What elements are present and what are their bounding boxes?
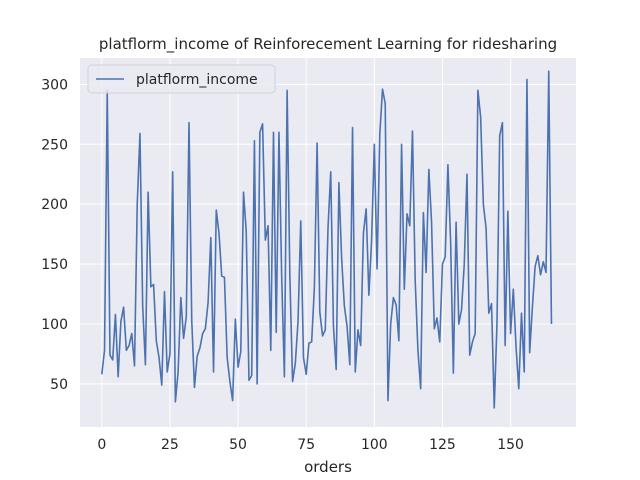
y-tick-label: 150 — [41, 257, 68, 273]
x-tick-label: 25 — [161, 437, 179, 453]
legend-label: platflorm_income — [136, 72, 258, 88]
chart-title: platflorm_income of Reinforecement Learn… — [99, 35, 557, 54]
x-tick-label: 100 — [361, 437, 388, 453]
y-tick-label: 300 — [41, 77, 68, 93]
grid-lines — [80, 58, 576, 427]
y-tick-label: 100 — [41, 317, 68, 333]
x-axis-label: orders — [304, 458, 352, 476]
x-tick-label: 75 — [297, 437, 315, 453]
y-tick-label: 200 — [41, 197, 68, 213]
x-tick-label: 125 — [429, 437, 456, 453]
x-tick-label: 0 — [97, 437, 106, 453]
legend-box — [87, 64, 276, 94]
y-tick-label: 250 — [41, 137, 68, 153]
y-axis-ticks: 50 100 150 200 250 300 — [41, 77, 68, 393]
x-tick-label: 50 — [229, 437, 247, 453]
series-line-platflorm-income — [101, 70, 553, 409]
legend: platflorm_income — [87, 64, 276, 94]
x-tick-label: 150 — [497, 437, 524, 453]
y-tick-label: 50 — [50, 377, 68, 393]
x-axis-ticks: 0 25 50 75 100 125 150 — [97, 437, 524, 453]
